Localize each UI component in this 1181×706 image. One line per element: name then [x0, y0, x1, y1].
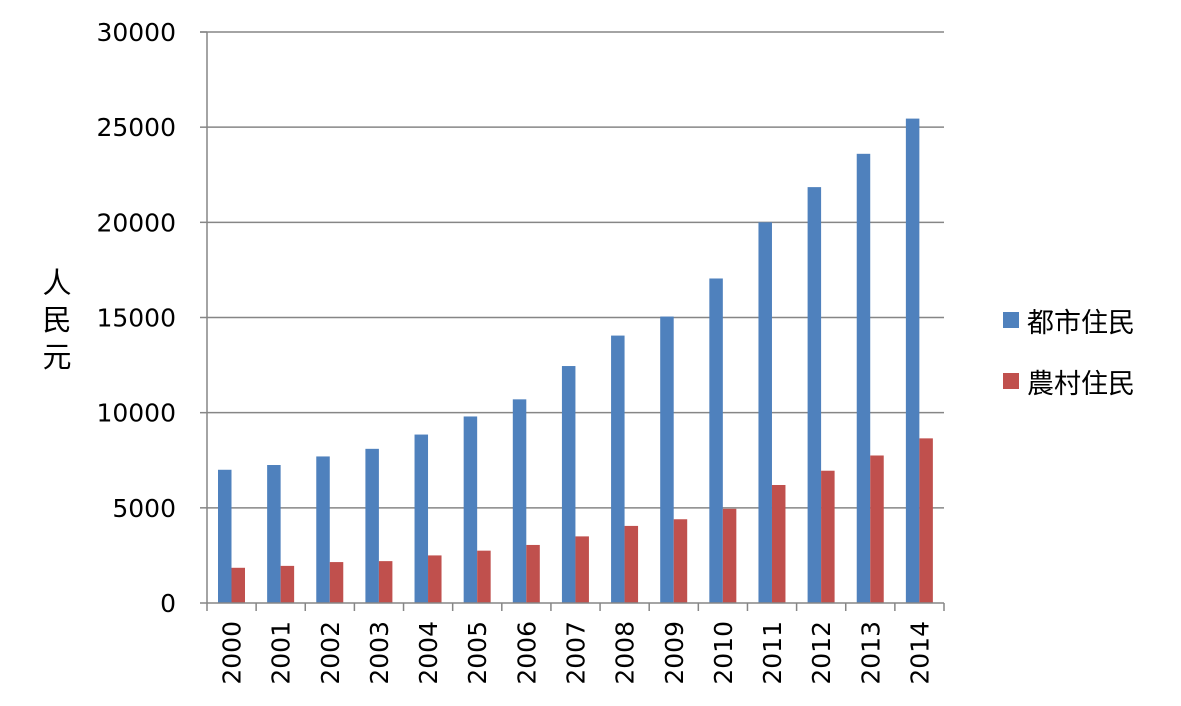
- legend-swatch: [1003, 312, 1019, 328]
- bars: [218, 118, 933, 604]
- y-tick-label: 0: [160, 589, 176, 618]
- y-tick-label: 5000: [112, 494, 176, 523]
- bar-series1-2007: [561, 366, 576, 603]
- x-tick-label: 2009: [660, 621, 689, 685]
- x-tick-labels: 2000 2001 2002 2003 2004 2005 2006 2007 2008 2009…: [218, 621, 935, 685]
- bar-series1-2012: [807, 187, 822, 603]
- x-tick-label: 2007: [562, 621, 591, 685]
- y-tick-label: 15000: [96, 304, 176, 333]
- y-tick-label: 10000: [96, 399, 176, 428]
- bar-series2-2010: [722, 508, 737, 603]
- x-tick-label: 2001: [267, 621, 296, 685]
- bar-series1-2014: [905, 118, 920, 603]
- x-tick-label: 2010: [709, 621, 738, 685]
- x-tick-label: 2008: [611, 621, 640, 685]
- bar-series1-2010: [709, 278, 723, 603]
- bar-series2-2004: [428, 555, 442, 603]
- x-tick-label: 2011: [758, 621, 787, 685]
- bar-series2-2009: [673, 519, 688, 603]
- gridlines: [207, 31, 944, 509]
- bar-series2-2013: [870, 455, 884, 603]
- y-tick-label: 30000: [96, 18, 176, 47]
- legend-label: 都市住民: [1027, 308, 1135, 339]
- bar-series2-2000: [231, 567, 245, 603]
- bar-series2-2006: [526, 544, 540, 603]
- x-tick-label: 2006: [512, 621, 541, 685]
- x-tick-label: 2000: [218, 621, 247, 685]
- x-tick-label: 2014: [905, 621, 934, 685]
- bar-series2-2002: [329, 562, 344, 603]
- bar-series2-2005: [477, 550, 491, 603]
- bar-series1-2001: [267, 465, 281, 603]
- legend-label: 農村住民: [1027, 369, 1135, 400]
- bar-series2-2008: [624, 525, 639, 603]
- bar-series1-2002: [316, 456, 330, 603]
- x-tick-label: 2004: [414, 621, 443, 685]
- x-tick-label: 2005: [463, 621, 492, 685]
- x-tick-label: 2013: [856, 621, 885, 685]
- y-tick-label: 25000: [96, 113, 176, 142]
- bar-series1-2005: [463, 416, 478, 603]
- bar-series1-2004: [414, 434, 429, 603]
- bar-series2-2003: [378, 561, 393, 603]
- bar-series1-2006: [512, 399, 527, 603]
- x-tick-label: 2012: [807, 621, 836, 685]
- x-tick-label: 2002: [316, 621, 345, 685]
- bar-series2-2012: [821, 470, 835, 603]
- bar-series1-2011: [758, 222, 772, 604]
- bar-series1-2009: [660, 316, 674, 603]
- y-axis-label: 人民元: [42, 266, 71, 374]
- bar-series2-2011: [771, 484, 786, 603]
- bar-series1-2003: [365, 448, 379, 603]
- axes: [200, 31, 945, 611]
- x-tick-label: 2003: [365, 621, 394, 685]
- y-tick-labels: 0 5000 10000 15000 20000 25000 30000: [96, 18, 176, 618]
- bar-series2-2014: [919, 438, 933, 603]
- bar-series2-2007: [575, 536, 589, 603]
- legend-swatch: [1003, 373, 1019, 389]
- bar-series1-2013: [856, 153, 871, 603]
- y-tick-label: 20000: [96, 208, 176, 237]
- bar-series1-2000: [218, 469, 232, 603]
- bar-series1-2008: [611, 335, 625, 603]
- bar-series2-2001: [280, 565, 295, 603]
